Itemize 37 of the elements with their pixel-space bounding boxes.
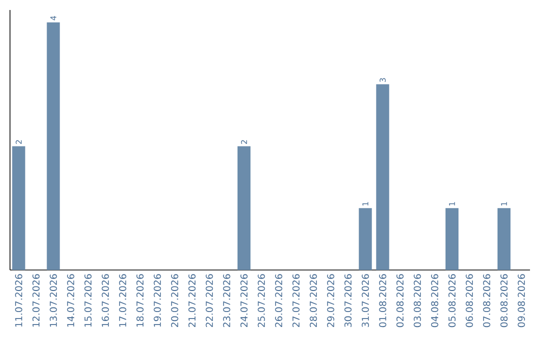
x-tick-label: 16.07.2026 <box>102 274 109 327</box>
bar <box>12 146 26 270</box>
x-tick-label: 02.08.2026 <box>396 274 404 328</box>
x-tick-label: 25.07.2026 <box>258 274 265 328</box>
x-tick-label: 14.07.2026 <box>67 274 74 327</box>
x-tick-label: 22.07.2026 <box>206 274 213 328</box>
bar <box>376 84 390 270</box>
x-tick-label: 18.07.2026 <box>136 274 144 327</box>
bar <box>358 208 372 270</box>
bar <box>46 22 60 270</box>
x-tick-label: 29.07.2026 <box>327 274 334 328</box>
x-tick-label: 24.07.2026 <box>240 274 248 328</box>
x-tick-label: 31.07.2026 <box>362 274 369 327</box>
x-tick-label: 20.07.2026 <box>171 274 178 328</box>
x-tick-label: 23.07.2026 <box>223 274 230 328</box>
x-tick-label: 15.07.2026 <box>84 274 92 327</box>
x-tick-label: 28.07.2026 <box>310 274 317 328</box>
x-tick-label: 04.08.2026 <box>431 274 438 328</box>
x-tick-label: 05.08.2026 <box>448 274 456 328</box>
x-tick-label: 27.07.2026 <box>292 274 300 328</box>
x-tick-label: 13.07.2026 <box>50 274 57 327</box>
x-tick-label: 21.07.2026 <box>188 274 196 328</box>
bar <box>238 146 250 270</box>
x-tick-label: 03.08.2026 <box>414 274 421 328</box>
x-tick-label: 11.07.2026 <box>15 274 22 327</box>
x-tick-label: 09.08.2026 <box>518 274 525 328</box>
x-tick-label: 01.08.2026 <box>379 274 386 328</box>
x-tick-label: 17.07.2026 <box>119 274 126 327</box>
x-tick-label: 12.07.2026 <box>32 274 40 327</box>
x-tick-label: 26.07.2026 <box>275 274 282 328</box>
bar <box>446 208 459 270</box>
x-tick-label: 19.07.2026 <box>154 274 161 327</box>
x-tick-label: 06.08.2026 <box>466 274 473 328</box>
x-tick-label: 30.07.2026 <box>344 274 352 327</box>
x-tick-label: 07.08.2026 <box>483 274 490 328</box>
x-tick-label: 08.08.2026 <box>500 274 508 328</box>
bar <box>498 208 511 270</box>
